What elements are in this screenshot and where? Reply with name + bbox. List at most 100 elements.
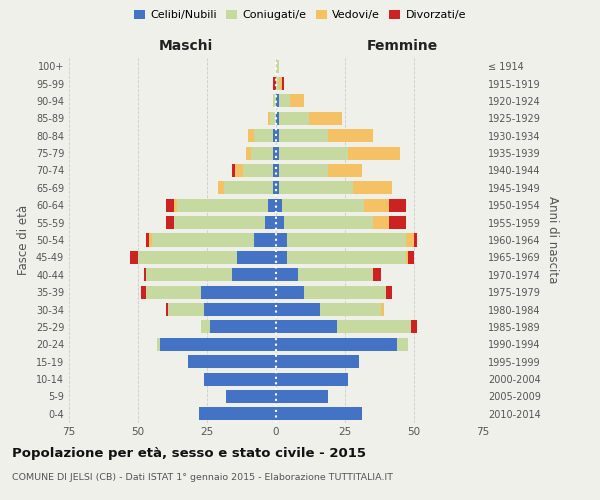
Bar — [176, 198, 268, 212]
Bar — [146, 268, 232, 281]
Text: Femmine: Femmine — [367, 38, 437, 52]
Text: COMUNE DI JELSI (CB) - Dati ISTAT 1° gennaio 2015 - Elaborazione TUTTITALIA.IT: COMUNE DI JELSI (CB) - Dati ISTAT 1° gen… — [12, 472, 393, 482]
Bar — [279, 77, 281, 90]
Bar — [273, 94, 276, 108]
Bar — [276, 112, 279, 125]
Bar — [188, 355, 276, 368]
Bar — [232, 164, 235, 177]
Bar — [174, 198, 176, 212]
Bar — [298, 268, 373, 281]
Bar — [373, 268, 381, 281]
Bar — [279, 129, 328, 142]
Bar — [276, 129, 279, 142]
Bar — [202, 286, 276, 298]
Bar — [166, 216, 174, 229]
Text: Maschi: Maschi — [159, 38, 213, 52]
Bar — [273, 77, 276, 90]
Bar — [406, 234, 414, 246]
Bar — [409, 251, 414, 264]
Bar — [353, 182, 392, 194]
Bar — [397, 338, 409, 351]
Bar — [276, 303, 320, 316]
Bar — [224, 182, 273, 194]
Bar — [265, 216, 276, 229]
Bar — [271, 112, 276, 125]
Bar — [279, 112, 309, 125]
Bar — [273, 182, 276, 194]
Bar — [130, 251, 138, 264]
Bar — [276, 320, 337, 334]
Bar — [411, 320, 417, 334]
Bar — [226, 390, 276, 403]
Bar — [276, 94, 279, 108]
Bar — [276, 372, 348, 386]
Bar — [279, 146, 348, 160]
Bar — [166, 198, 174, 212]
Bar — [141, 286, 146, 298]
Bar — [268, 198, 276, 212]
Text: Popolazione per età, sesso e stato civile - 2015: Popolazione per età, sesso e stato civil… — [12, 448, 366, 460]
Bar — [279, 182, 353, 194]
Bar — [276, 390, 328, 403]
Bar — [157, 338, 160, 351]
Bar — [204, 372, 276, 386]
Bar — [276, 198, 281, 212]
Bar — [174, 216, 265, 229]
Bar — [138, 251, 238, 264]
Bar — [386, 286, 392, 298]
Bar — [276, 338, 397, 351]
Bar — [320, 303, 381, 316]
Bar — [199, 408, 276, 420]
Bar — [276, 268, 298, 281]
Bar — [281, 198, 364, 212]
Bar — [210, 320, 276, 334]
Bar — [381, 303, 383, 316]
Bar — [284, 216, 373, 229]
Bar — [251, 146, 273, 160]
Bar — [245, 146, 251, 160]
Bar — [276, 251, 287, 264]
Bar — [287, 234, 406, 246]
Bar — [373, 216, 389, 229]
Bar — [276, 164, 279, 177]
Bar — [273, 129, 276, 142]
Bar — [279, 94, 290, 108]
Bar — [160, 338, 276, 351]
Bar — [389, 198, 406, 212]
Bar — [166, 303, 169, 316]
Bar — [281, 77, 284, 90]
Bar — [202, 320, 210, 334]
Bar — [290, 94, 304, 108]
Bar — [276, 77, 279, 90]
Bar — [273, 164, 276, 177]
Bar — [414, 234, 417, 246]
Bar — [268, 112, 271, 125]
Bar — [276, 286, 304, 298]
Bar — [152, 234, 254, 246]
Bar — [309, 112, 342, 125]
Bar — [218, 182, 224, 194]
Bar — [348, 146, 400, 160]
Bar — [238, 251, 276, 264]
Bar — [235, 164, 243, 177]
Bar — [143, 268, 146, 281]
Bar — [276, 182, 279, 194]
Bar — [276, 408, 362, 420]
Bar — [364, 198, 389, 212]
Bar — [273, 146, 276, 160]
Legend: Celibi/Nubili, Coniugati/e, Vedovi/e, Divorzati/e: Celibi/Nubili, Coniugati/e, Vedovi/e, Di… — [130, 6, 470, 25]
Bar — [146, 234, 149, 246]
Y-axis label: Fasce di età: Fasce di età — [17, 205, 30, 275]
Bar — [204, 303, 276, 316]
Bar — [232, 268, 276, 281]
Bar — [276, 355, 359, 368]
Bar — [406, 251, 409, 264]
Bar — [243, 164, 273, 177]
Bar — [149, 234, 152, 246]
Bar — [254, 234, 276, 246]
Bar — [276, 146, 279, 160]
Bar — [254, 129, 273, 142]
Bar — [328, 164, 362, 177]
Bar — [287, 251, 406, 264]
Bar — [279, 164, 328, 177]
